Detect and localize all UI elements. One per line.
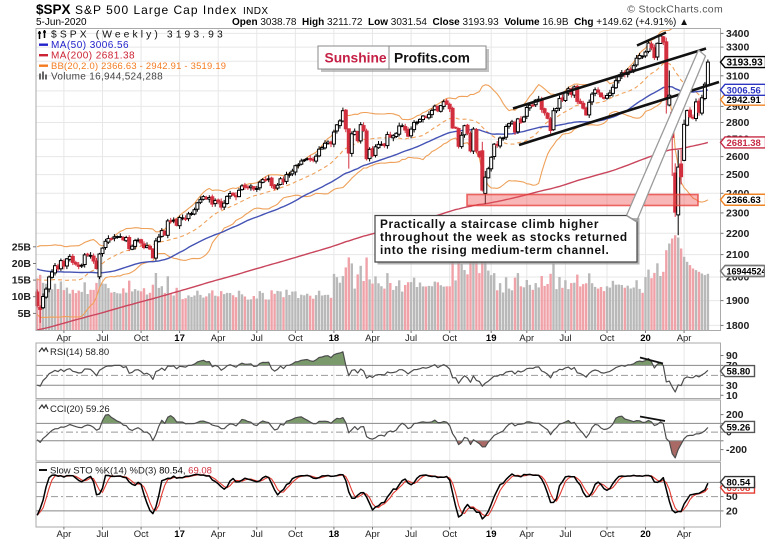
svg-text:20B: 20B [12, 258, 32, 270]
svg-text:18: 18 [329, 333, 340, 344]
svg-text:20: 20 [640, 529, 651, 540]
svg-text:$SPX (Weekly) 3193.93: $SPX (Weekly) 3193.93 [51, 30, 226, 41]
svg-text:5B: 5B [18, 308, 32, 320]
svg-text:© StockCharts.com: © StockCharts.com [627, 4, 723, 16]
svg-text:16944524288: 16944524288 [727, 266, 765, 276]
svg-text:Oct: Oct [288, 333, 303, 344]
svg-text:-200: -200 [726, 444, 747, 456]
svg-text:1800: 1800 [726, 320, 750, 332]
svg-text:20: 20 [726, 505, 738, 517]
svg-text:18: 18 [329, 529, 340, 540]
svg-text:2300: 2300 [726, 207, 750, 219]
svg-text:Apr: Apr [519, 529, 534, 540]
svg-text:2366.63: 2366.63 [727, 195, 761, 206]
svg-text:S&P 500 Large Cap Index: S&P 500 Large Cap Index [75, 3, 237, 17]
svg-text:Apr: Apr [365, 333, 380, 344]
svg-text:Oct: Oct [600, 333, 615, 344]
svg-text:Oct: Oct [134, 333, 149, 344]
svg-text:59.26: 59.26 [727, 422, 751, 433]
svg-text:Slow STO %K(14) %D(3) 80.54, 6: Slow STO %K(14) %D(3) 80.54, 69.08 [50, 466, 212, 477]
svg-text:19: 19 [486, 333, 497, 344]
svg-text:Profits.com: Profits.com [394, 51, 470, 66]
svg-text:CCI(20) 59.26: CCI(20) 59.26 [50, 404, 110, 415]
svg-text:3006.56: 3006.56 [727, 85, 761, 96]
svg-text:3300: 3300 [726, 42, 750, 54]
svg-text:3100: 3100 [726, 70, 750, 82]
svg-text:3193.93: 3193.93 [727, 58, 764, 69]
svg-text:Apr: Apr [365, 529, 380, 540]
svg-text:Apr: Apr [519, 333, 534, 344]
svg-text:10B: 10B [12, 291, 32, 303]
svg-text:Jul: Jul [559, 529, 571, 540]
svg-text:INDX: INDX [243, 6, 269, 17]
svg-text:Jul: Jul [405, 333, 417, 344]
svg-text:Volume 16,944,524,288: Volume 16,944,524,288 [51, 72, 163, 83]
svg-text:2500: 2500 [726, 169, 750, 181]
svg-text:10: 10 [726, 390, 738, 402]
svg-text:58.80: 58.80 [727, 366, 751, 377]
svg-text:BB(20,2.0) 2366.63 - 2942.91 -: BB(20,2.0) 2366.63 - 2942.91 - 3519.19 [51, 60, 226, 71]
svg-text:1900: 1900 [726, 295, 750, 307]
svg-text:RSI(14) 58.80: RSI(14) 58.80 [50, 347, 109, 358]
svg-text:Open 3038.78 High 3211.72 Lo: Open 3038.78 High 3211.72 Low 3031.54 Cl… [232, 17, 695, 28]
svg-text:Jul: Jul [251, 529, 263, 540]
svg-text:5-Jun-2020: 5-Jun-2020 [36, 17, 87, 28]
svg-text:MA(50) 3006.56: MA(50) 3006.56 [51, 40, 129, 51]
svg-text:Oct: Oct [600, 529, 615, 540]
svg-text:Jul: Jul [96, 333, 108, 344]
svg-text:2942.91: 2942.91 [727, 95, 762, 106]
svg-text:Apr: Apr [57, 529, 72, 540]
svg-text:2681.38: 2681.38 [727, 138, 761, 149]
svg-text:Sunshine: Sunshine [325, 51, 387, 66]
svg-text:2800: 2800 [726, 117, 750, 129]
svg-text:Apr: Apr [211, 333, 226, 344]
svg-text:into the rising medium-term ch: into the rising medium-term channel. [380, 243, 609, 257]
svg-text:Jul: Jul [405, 529, 417, 540]
svg-text:17: 17 [174, 529, 185, 540]
svg-text:2100: 2100 [726, 249, 750, 261]
svg-text:Oct: Oct [288, 529, 303, 540]
svg-text:Jul: Jul [96, 529, 108, 540]
svg-text:Oct: Oct [442, 333, 457, 344]
svg-text:20: 20 [640, 333, 651, 344]
svg-text:Oct: Oct [442, 529, 457, 540]
svg-text:2600: 2600 [726, 151, 750, 163]
svg-text:Apr: Apr [677, 333, 692, 344]
svg-text:19: 19 [486, 529, 497, 540]
svg-text:80.54: 80.54 [727, 478, 751, 489]
svg-text:25B: 25B [12, 241, 32, 253]
svg-text:Apr: Apr [57, 333, 72, 344]
svg-text:$SPX: $SPX [36, 2, 71, 17]
svg-text:15B: 15B [12, 275, 32, 287]
svg-text:Jul: Jul [559, 333, 571, 344]
svg-text:200: 200 [726, 409, 744, 421]
svg-text:17: 17 [174, 333, 185, 344]
svg-text:Apr: Apr [211, 529, 226, 540]
svg-text:Oct: Oct [134, 529, 149, 540]
svg-text:Jul: Jul [251, 333, 263, 344]
svg-text:2200: 2200 [726, 228, 750, 240]
svg-text:3400: 3400 [726, 28, 750, 40]
svg-text:Apr: Apr [677, 529, 692, 540]
